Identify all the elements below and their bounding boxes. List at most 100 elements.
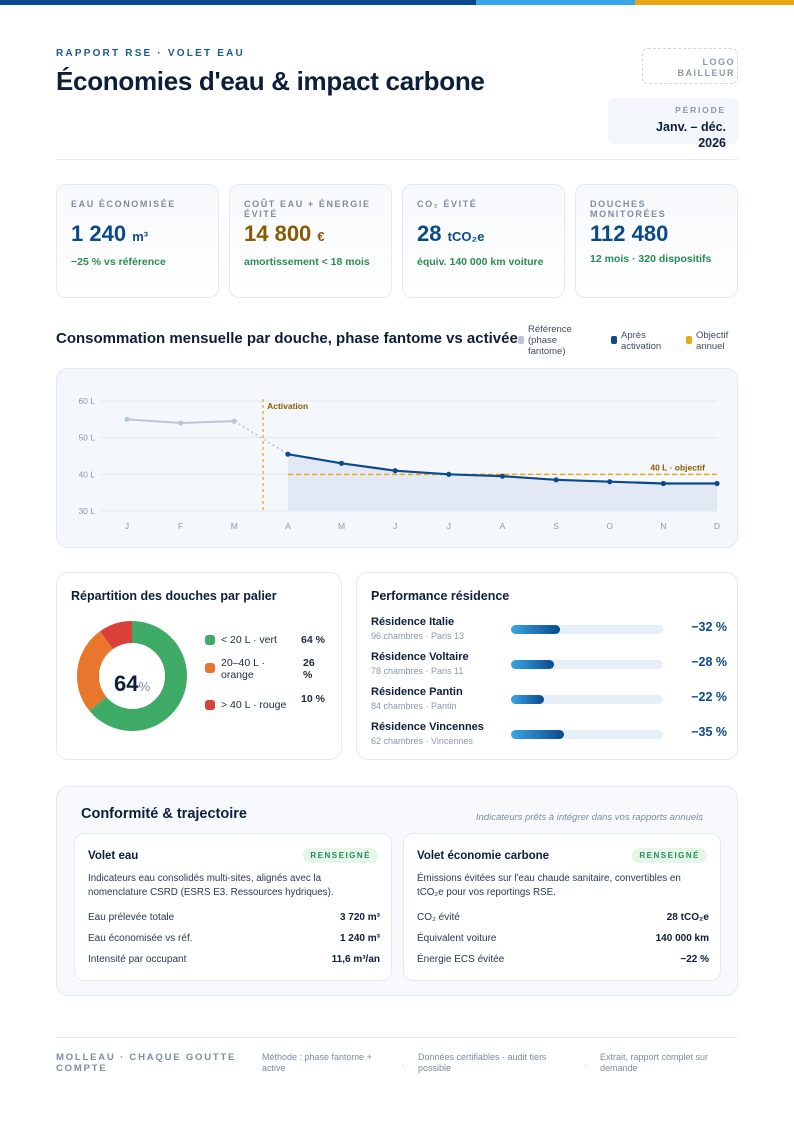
legend-pct: 64 % bbox=[301, 634, 325, 646]
residence-pct: −32 % bbox=[691, 620, 727, 634]
top-color-bar bbox=[0, 0, 794, 5]
residence-bar-fill bbox=[511, 695, 545, 704]
kpi-card-water-saved: EAU ÉCONOMISÉE 1 240 m³ −25 % vs référen… bbox=[56, 184, 219, 298]
residence-bar-fill bbox=[511, 730, 565, 739]
kpi-number: 112 480 bbox=[590, 221, 669, 246]
target-label: 40 L · objectif bbox=[650, 462, 705, 472]
kpi-unit: m³ bbox=[132, 229, 149, 244]
legend-swatch-reference bbox=[518, 336, 524, 344]
residence-row: Résidence Italie 96 chambres · Paris 13 … bbox=[371, 616, 727, 648]
x-tick-label: A bbox=[285, 521, 291, 531]
residence-bar-track bbox=[511, 625, 663, 634]
status-badge: RENSEIGNÉ bbox=[303, 848, 378, 863]
activated-point bbox=[714, 480, 720, 487]
activated-point bbox=[338, 460, 345, 466]
distribution-donut-chart bbox=[77, 621, 187, 731]
kpi-number: 1 240 bbox=[71, 221, 127, 246]
kpi-value: 28 tCO₂e bbox=[417, 221, 550, 250]
residence-bar-fill bbox=[511, 625, 560, 634]
activation-label: Activation bbox=[267, 401, 308, 411]
residence-name: Résidence Vincennes bbox=[371, 721, 484, 733]
metric-label: CO₂ évité bbox=[417, 912, 460, 923]
consumption-chart-card: 60 L 50 L 40 L 30 L J F M A M J J A S O N D Activation 40… bbox=[56, 368, 738, 548]
status-badge: RENSEIGNÉ bbox=[632, 848, 707, 863]
compliance-section: Conformité & trajectoire Indicateurs prê… bbox=[56, 786, 738, 996]
legend-swatch-red bbox=[205, 700, 215, 710]
residence-bar-track bbox=[511, 695, 663, 704]
footer-separator: · bbox=[401, 1060, 404, 1070]
x-tick-label: F bbox=[178, 521, 183, 531]
residence-bar-track bbox=[511, 730, 663, 739]
legend-item-target: Objectif annuel bbox=[686, 330, 742, 352]
kpi-label: CO₂ ÉVITÉ bbox=[417, 199, 478, 209]
kpi-value: 112 480 bbox=[590, 221, 723, 247]
metric-label: Intensité par occupant bbox=[88, 954, 187, 965]
residence-row: Résidence Voltaire 78 chambres · Paris 1… bbox=[371, 651, 727, 683]
donut-segment bbox=[77, 621, 187, 731]
kpi-sub: −25 % vs référence bbox=[71, 256, 166, 268]
metric-label: Eau prélevée totale bbox=[88, 912, 175, 923]
residence-pct: −35 % bbox=[691, 725, 727, 739]
legend-label: 20–40 L · orange bbox=[221, 657, 265, 681]
residence-pct: −22 % bbox=[691, 690, 727, 704]
kpi-sub: équiv. 140 000 km voiture bbox=[417, 256, 544, 268]
x-tick-label: D bbox=[714, 521, 720, 531]
residence-pct: −28 % bbox=[691, 655, 727, 669]
y-tick-label: 40 L bbox=[78, 469, 95, 479]
transition-line bbox=[233, 420, 289, 455]
page-title: Économies d'eau & impact carbone bbox=[56, 66, 485, 96]
legend-item-reference: Référence (phase fantome) bbox=[518, 324, 588, 357]
legend-swatch-after bbox=[611, 336, 617, 344]
x-tick-label: J bbox=[447, 521, 451, 531]
carbon-card-title: Volet économie carbone bbox=[417, 850, 550, 862]
carbon-metric-row: Équivalent voiture 140 000 km bbox=[417, 933, 709, 944]
kpi-value: 1 240 m³ bbox=[71, 221, 204, 250]
reference-point bbox=[231, 418, 237, 424]
footer-item: Méthode : phase fantome + active bbox=[262, 1052, 372, 1073]
donut-segment bbox=[77, 621, 187, 731]
y-tick-label: 30 L bbox=[78, 506, 95, 516]
activated-series-area bbox=[287, 454, 717, 511]
legend-swatch-target bbox=[686, 336, 692, 344]
legend-swatch-green bbox=[205, 635, 215, 645]
reference-point bbox=[124, 416, 130, 422]
legend-label: > 40 L · rouge bbox=[221, 699, 287, 711]
water-metric-row: Eau prélevée totale 3 720 m³ bbox=[88, 912, 380, 923]
logo-line-2: BAILLEUR bbox=[677, 68, 735, 78]
metric-value: 3 720 m³ bbox=[339, 912, 380, 923]
residence-detail: 84 chambres · Pantin bbox=[371, 701, 457, 711]
kpi-number: 14 800 bbox=[244, 221, 312, 246]
activated-point bbox=[392, 468, 398, 474]
logo-placeholder: LOGO BAILLEUR bbox=[642, 48, 738, 84]
period-label: PÉRIODE bbox=[675, 105, 726, 115]
x-tick-label: A bbox=[500, 521, 506, 531]
residence-row: Résidence Vincennes 62 chambres · Vincen… bbox=[371, 721, 727, 753]
performance-title: Performance résidence bbox=[371, 589, 510, 603]
metric-value: −22 % bbox=[680, 954, 709, 965]
water-compliance-card: Volet eau RENSEIGNÉ Indicateurs eau cons… bbox=[74, 833, 392, 981]
consumption-chart-title: Consommation mensuelle par douche, phase… bbox=[56, 330, 518, 347]
carbon-metric-row: CO₂ évité 28 tCO₂e bbox=[417, 912, 709, 923]
report-kicker: RAPPORT RSE · VOLET EAU bbox=[56, 48, 245, 59]
kpi-label: COÛT EAU + ÉNERGIE ÉVITÉ bbox=[244, 199, 371, 219]
kpi-number: 28 bbox=[417, 221, 442, 246]
water-card-title: Volet eau bbox=[88, 850, 139, 862]
period-value-line-1: Janv. – déc. bbox=[656, 120, 726, 134]
residence-row: Résidence Pantin 84 chambres · Pantin −2… bbox=[371, 686, 727, 718]
legend-pct: 26 % bbox=[303, 657, 315, 681]
header-divider bbox=[56, 159, 738, 160]
activated-point bbox=[660, 480, 666, 487]
residence-name: Résidence Pantin bbox=[371, 686, 463, 698]
activated-point bbox=[446, 471, 452, 477]
x-tick-label: O bbox=[606, 521, 613, 531]
legend-pct: 10 % bbox=[301, 693, 325, 705]
distribution-card: Répartition des douches par palier 64% <… bbox=[56, 572, 342, 760]
period-box: PÉRIODE Janv. – déc. 2026 bbox=[608, 98, 738, 150]
kpi-unit: € bbox=[317, 229, 325, 244]
legend-label: Après activation bbox=[621, 330, 662, 352]
residence-detail: 96 chambres · Paris 13 bbox=[371, 631, 465, 641]
activated-point bbox=[499, 473, 506, 479]
period-value-line-2: 2026 bbox=[698, 136, 726, 150]
activated-point bbox=[553, 477, 559, 483]
kpi-unit: tCO₂e bbox=[447, 229, 485, 244]
